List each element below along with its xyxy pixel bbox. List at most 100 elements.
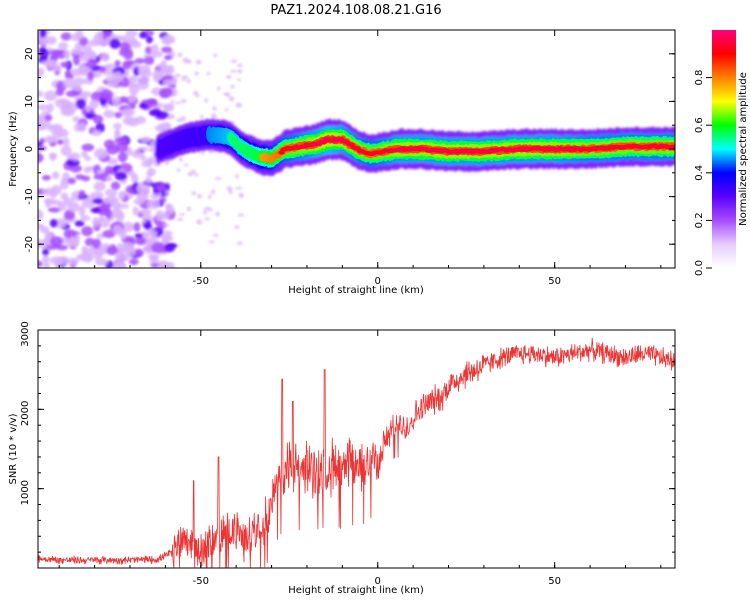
noise-blob [42, 248, 50, 257]
noise-blob [145, 219, 152, 230]
noise-blob [161, 46, 173, 53]
noise-blob [170, 99, 175, 105]
noise-blob [79, 215, 91, 222]
x-tick-label: -50 [193, 576, 209, 587]
noise-blob [70, 47, 83, 55]
noise-blob [125, 30, 138, 38]
noise-blob [162, 223, 170, 227]
spectrogram-ylabel: Frequency (Hz) [8, 111, 19, 187]
noise-blob [92, 198, 105, 205]
noise-blob [67, 257, 79, 266]
spectrogram-ticks: -50 0 50 -20 -10 0 10 20 [24, 29, 675, 287]
noise-blob [49, 152, 57, 162]
noise-blob [38, 223, 45, 230]
spectrogram-panel: -50 0 50 -20 -10 0 10 20 Height of straight lin… [8, 29, 676, 296]
noise-blob [228, 96, 235, 102]
noise-blob [237, 241, 243, 246]
noise-blob [78, 205, 86, 217]
noise-blob [49, 256, 64, 265]
noise-blob [86, 58, 97, 69]
noise-blob [197, 194, 203, 199]
noise-blob [196, 219, 203, 225]
noise-blob [204, 98, 208, 103]
noise-blob [208, 194, 212, 200]
noise-blob [38, 145, 47, 151]
colorbar-label: Normalized spectral amplitude [738, 72, 749, 226]
noise-blob [148, 146, 157, 153]
noise-blob [132, 206, 139, 216]
noise-blob [136, 183, 150, 194]
noise-blob [93, 34, 102, 43]
noise-blob [176, 118, 183, 123]
noise-blob [128, 258, 139, 266]
snr-xlabel: Height of straight line (km) [288, 585, 424, 596]
noise-blob [57, 201, 67, 212]
noise-blob [60, 61, 69, 68]
noise-blob [106, 245, 118, 256]
noise-blob [75, 98, 87, 110]
noise-blob [208, 240, 215, 244]
snr-frame [37, 329, 676, 569]
noise-blob [180, 99, 187, 104]
noise-blob [42, 187, 56, 196]
noise-blob [164, 106, 172, 111]
noise-blob [126, 117, 140, 127]
colorbar-tick-label: 0.0 [694, 260, 705, 276]
noise-blob [132, 150, 142, 159]
noise-blob [86, 253, 94, 261]
snr-ylabel: SNR (10 * v/v) [8, 413, 19, 484]
noise-blob [92, 217, 100, 227]
noise-blob [99, 89, 113, 100]
noise-blob [156, 221, 167, 230]
noise-blob [104, 188, 118, 197]
noise-blob [116, 203, 130, 209]
noise-blob [39, 30, 47, 38]
noise-blob [193, 173, 200, 176]
noise-blob [78, 122, 87, 132]
x-tick-label: 50 [548, 276, 561, 287]
noise-blob [49, 49, 63, 56]
noise-blob [38, 260, 43, 268]
noise-blob [238, 192, 244, 199]
noise-blob [146, 171, 154, 177]
noise-blob [187, 171, 193, 177]
noise-blob [150, 230, 158, 239]
noise-blob [79, 52, 91, 62]
noise-blob [69, 152, 81, 161]
noise-blob [114, 136, 128, 145]
noise-blob [93, 148, 108, 159]
y-tick-label: -20 [24, 236, 35, 252]
noise-blob [225, 107, 229, 112]
noise-blob [60, 32, 72, 41]
noise-blob [38, 67, 45, 78]
noise-blob [186, 206, 192, 212]
noise-blob [234, 225, 240, 230]
noise-blob [214, 177, 222, 180]
noise-blob [83, 166, 92, 173]
noise-blob [102, 229, 116, 239]
noise-blob [136, 191, 149, 202]
noise-blob [80, 91, 92, 98]
colorbar-bar [712, 30, 736, 268]
y-tick-label: 3000 [20, 321, 31, 346]
noise-blob [171, 77, 178, 83]
noise-blob [73, 77, 85, 86]
noise-blob [230, 84, 235, 89]
noise-blob [66, 158, 80, 167]
noise-blob [49, 218, 58, 228]
noise-blob [81, 226, 93, 237]
y-tick-label: 0 [24, 146, 35, 152]
noise-blob [47, 136, 58, 143]
noise-blob [159, 87, 173, 97]
noise-blob [75, 174, 85, 180]
spectrogram-xlabel: Height of straight line (km) [288, 285, 424, 296]
noise-blob [176, 168, 181, 172]
noise-blob [212, 106, 217, 111]
noise-blob [235, 173, 239, 179]
noise-blob [160, 60, 167, 72]
noise-blob [75, 30, 84, 40]
noise-blob [63, 137, 70, 147]
noise-blob [224, 92, 231, 97]
noise-blob [69, 164, 82, 173]
